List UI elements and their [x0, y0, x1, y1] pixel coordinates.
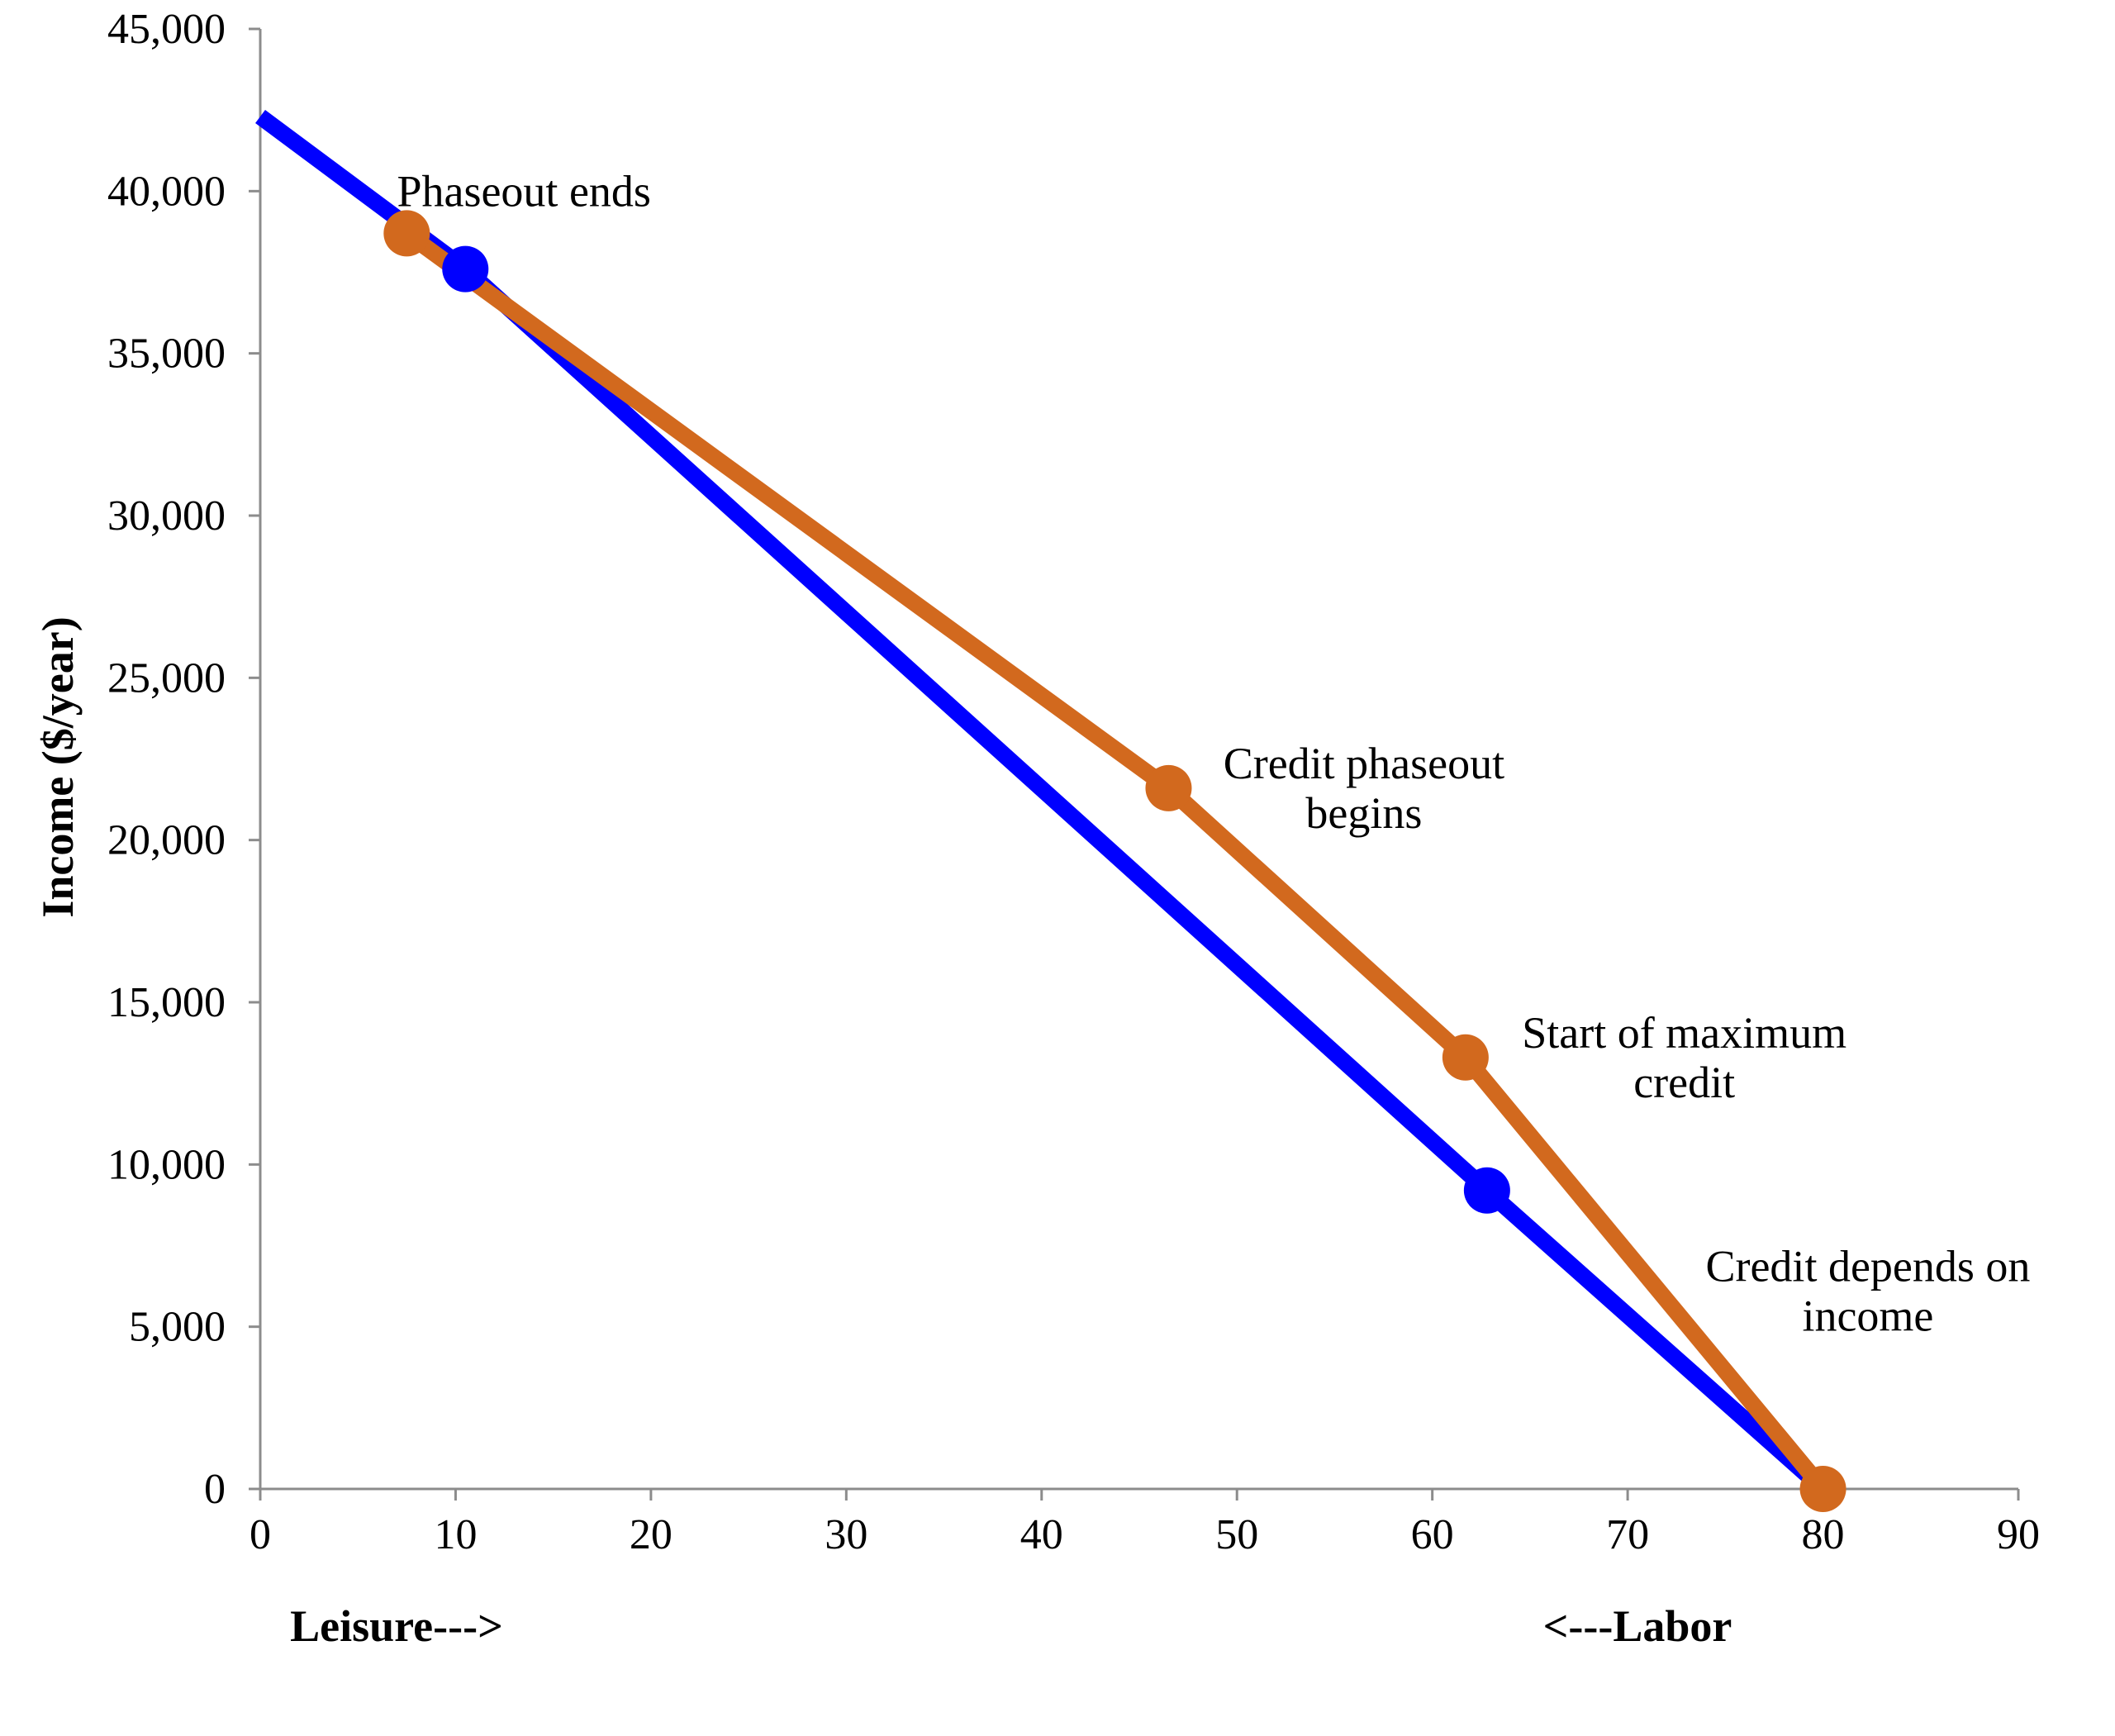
y-tick-label: 20,000	[107, 817, 226, 864]
y-tick-label: 30,000	[107, 492, 226, 540]
x-tick-label: 50	[1215, 1511, 1258, 1558]
y-tick-label: 40,000	[107, 168, 226, 215]
annotation-label: Credit depends on	[1705, 1241, 2030, 1291]
y-tick-label: 25,000	[107, 654, 226, 702]
x-tick-label: 70	[1606, 1511, 1649, 1558]
annotation-label: income	[1802, 1291, 1933, 1340]
leisure-direction-label: Leisure--->	[290, 1601, 503, 1651]
x-tick-label: 90	[1997, 1511, 2040, 1558]
y-tick-label: 5,000	[129, 1304, 226, 1351]
series-1-marker	[1463, 1167, 1510, 1214]
x-tick-label: 20	[630, 1511, 673, 1558]
x-tick-label: 60	[1411, 1511, 1454, 1558]
series-markers	[383, 210, 1846, 1512]
series-lines	[255, 109, 1830, 1496]
annotation-label: Phaseout ends	[397, 166, 650, 216]
series-1-line	[255, 109, 1829, 1496]
x-tick-label: 80	[1802, 1511, 1845, 1558]
series-2-marker	[383, 210, 430, 257]
axes: 0 5,000 10,000 15,000 20,000 25,000 30,000 35,0…	[107, 6, 2040, 1558]
x-tick-label: 0	[250, 1511, 271, 1558]
series-1-marker	[442, 245, 489, 293]
y-tick-label: 0	[204, 1466, 226, 1513]
x-tick-label: 30	[825, 1511, 867, 1558]
y-axis-title: Income ($/year)	[33, 616, 83, 917]
series-2-marker	[1145, 764, 1192, 811]
annotation-label: begins	[1305, 788, 1422, 838]
x-tick-label: 10	[434, 1511, 477, 1558]
labor-direction-label: <---Labor	[1543, 1601, 1732, 1651]
y-tick-label: 35,000	[107, 331, 226, 378]
series-2-marker	[1442, 1034, 1489, 1081]
y-tick-label: 10,000	[107, 1141, 226, 1188]
annotation-label: Start of maximum	[1522, 1008, 1846, 1058]
annotation-label: credit	[1633, 1058, 1735, 1107]
y-tick-label: 15,000	[107, 979, 226, 1026]
y-tick-label: 45,000	[107, 6, 226, 53]
x-tick-label: 40	[1020, 1511, 1063, 1558]
series-2-line	[402, 226, 1830, 1495]
annotation-label: Credit phaseout	[1224, 739, 1504, 788]
series-2-marker	[1799, 1466, 1846, 1512]
